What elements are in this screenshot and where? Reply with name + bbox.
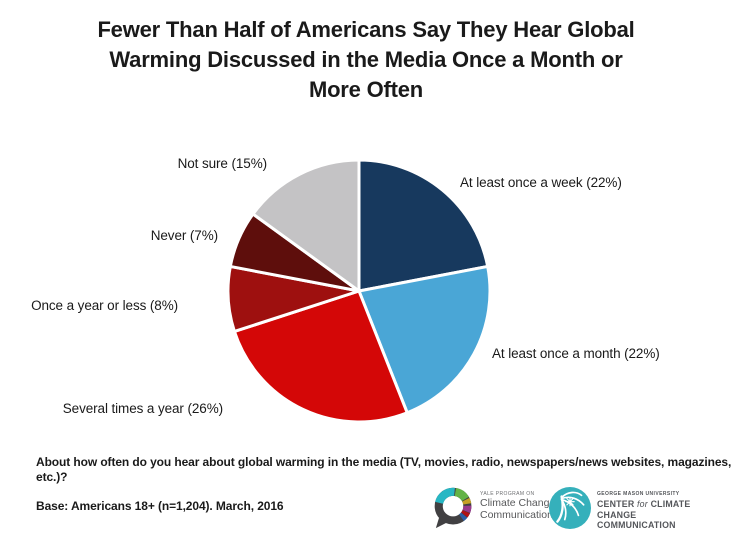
page-title-line-3: More Often xyxy=(308,77,424,102)
speech-bubble-icon xyxy=(434,487,472,529)
slice-label-not-sure: Not sure (15%) xyxy=(177,156,267,171)
pie-chart-svg xyxy=(226,158,492,424)
slice-label-never: Never (7%) xyxy=(150,228,218,243)
palm-fountain-icon xyxy=(549,487,591,529)
page-title: Fewer Than Half of Americans Say They He… xyxy=(0,15,732,105)
gmu-logo-line2: CENTER for CLIMATE CHANGE xyxy=(597,499,691,520)
slice-label-at-least-once-a-week: At least once a week (22%) xyxy=(460,175,622,190)
gmu-center-logo: GEORGE MASON UNIVERSITY CENTER for CLIMA… xyxy=(549,487,732,531)
yale-logo-line2: Climate Change xyxy=(480,497,556,509)
yale-program-logo: YALE PROGRAM ON Climate Change Communica… xyxy=(433,487,555,531)
page-title-line-2: Warming Discussed in the Media Once a Mo… xyxy=(109,47,623,72)
pie-slice-several-times-a-year xyxy=(232,289,409,424)
yale-logo-line3: Communication xyxy=(480,508,553,521)
gmu-logo-text: GEORGE MASON UNIVERSITY CENTER for CLIMA… xyxy=(597,487,732,531)
pie-slice-at-least-once-a-week xyxy=(357,158,490,293)
survey-question-text: About how often do you hear about global… xyxy=(36,455,732,484)
yale-logo-text: YALE PROGRAM ON Climate Change Communica… xyxy=(480,487,555,521)
pie-slice-at-least-once-a-month xyxy=(357,264,492,415)
sample-base-note: Base: Americans 18+ (n=1,204). March, 20… xyxy=(36,499,284,513)
slice-label-several-times-a-year: Several times a year (26%) xyxy=(62,401,223,416)
gmu-logo-line1: GEORGE MASON UNIVERSITY xyxy=(597,491,680,497)
pie-slice-not-sure xyxy=(251,158,361,293)
gmu-logo-line3: COMMUNICATION xyxy=(597,520,676,530)
slice-label-once-a-year-or-less: Once a year or less (8%) xyxy=(31,298,178,313)
slice-label-at-least-once-a-month: At least once a month (22%) xyxy=(492,346,660,361)
pie-chart xyxy=(219,151,499,431)
yale-logo-line1: YALE PROGRAM ON xyxy=(480,491,535,497)
page-title-line-1: Fewer Than Half of Americans Say They He… xyxy=(97,17,635,42)
